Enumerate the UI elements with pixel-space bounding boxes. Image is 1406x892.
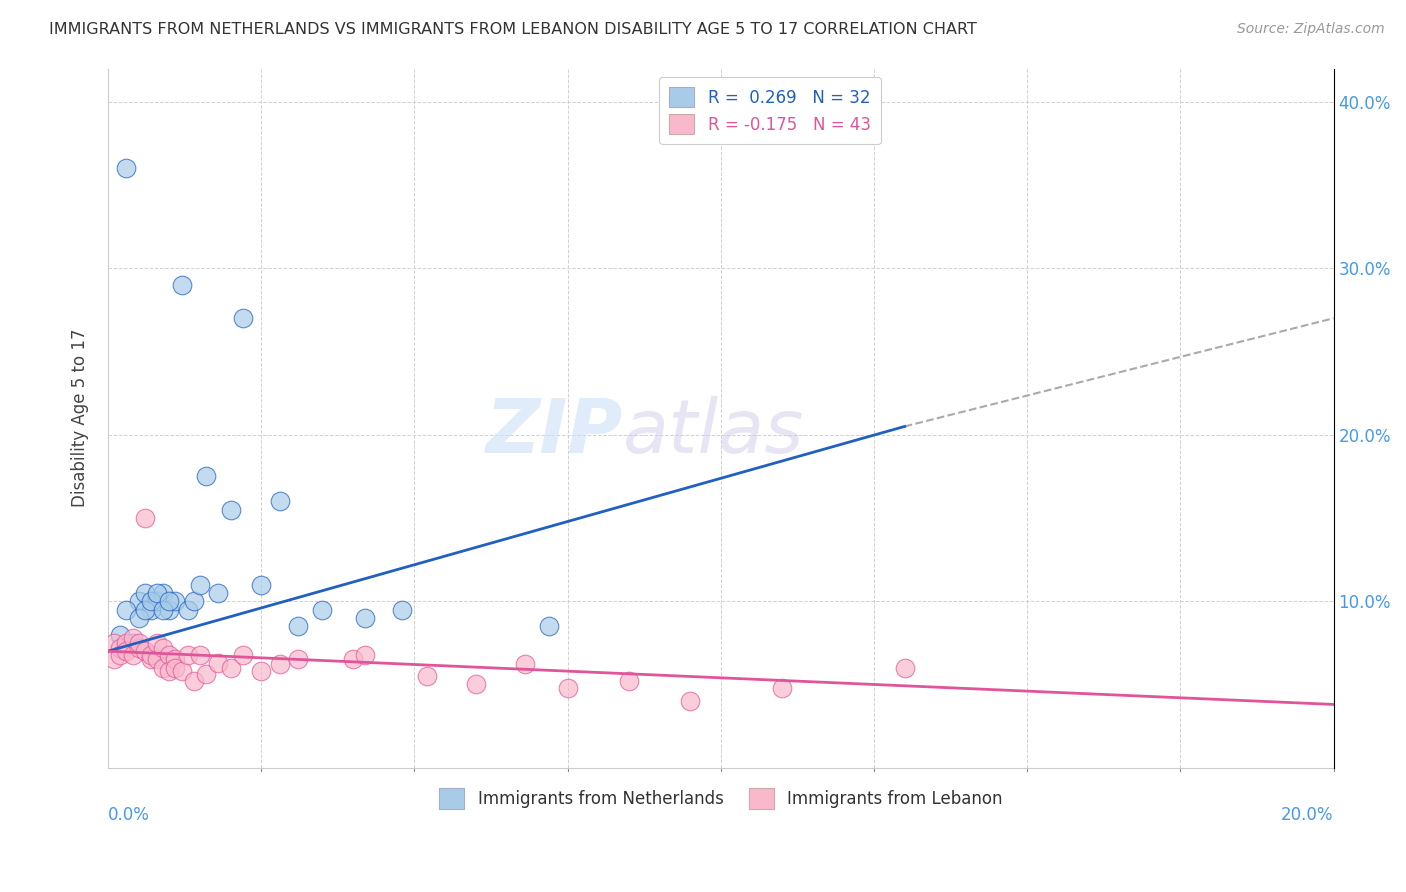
- Point: [139, 648, 162, 662]
- Point: [110, 640, 132, 655]
- Point: [110, 627, 132, 641]
- Point: [139, 652, 162, 666]
- Point: [770, 681, 793, 695]
- Point: [183, 594, 205, 608]
- Point: [188, 577, 211, 591]
- Point: [415, 669, 437, 683]
- Point: [391, 602, 413, 616]
- Point: [354, 648, 377, 662]
- Point: [134, 586, 156, 600]
- Point: [152, 640, 174, 655]
- Legend: Immigrants from Netherlands, Immigrants from Lebanon: Immigrants from Netherlands, Immigrants …: [433, 781, 1010, 815]
- Point: [134, 602, 156, 616]
- Text: 20.0%: 20.0%: [1281, 806, 1334, 824]
- Point: [354, 611, 377, 625]
- Point: [157, 648, 180, 662]
- Text: Source: ZipAtlas.com: Source: ZipAtlas.com: [1237, 22, 1385, 37]
- Point: [893, 661, 915, 675]
- Point: [157, 664, 180, 678]
- Point: [128, 594, 150, 608]
- Point: [128, 636, 150, 650]
- Point: [103, 652, 125, 666]
- Point: [121, 648, 143, 662]
- Point: [152, 586, 174, 600]
- Point: [152, 661, 174, 675]
- Point: [176, 648, 198, 662]
- Point: [139, 602, 162, 616]
- Point: [195, 469, 218, 483]
- Text: atlas: atlas: [623, 396, 804, 468]
- Point: [183, 674, 205, 689]
- Point: [269, 657, 291, 672]
- Point: [557, 681, 579, 695]
- Point: [269, 494, 291, 508]
- Point: [287, 619, 309, 633]
- Point: [232, 311, 254, 326]
- Point: [219, 661, 242, 675]
- Point: [146, 594, 169, 608]
- Point: [165, 652, 187, 666]
- Point: [152, 602, 174, 616]
- Point: [513, 657, 536, 672]
- Point: [134, 511, 156, 525]
- Point: [232, 648, 254, 662]
- Point: [146, 652, 169, 666]
- Point: [188, 648, 211, 662]
- Text: IMMIGRANTS FROM NETHERLANDS VS IMMIGRANTS FROM LEBANON DISABILITY AGE 5 TO 17 CO: IMMIGRANTS FROM NETHERLANDS VS IMMIGRANT…: [49, 22, 977, 37]
- Point: [157, 602, 180, 616]
- Point: [157, 594, 180, 608]
- Point: [207, 586, 229, 600]
- Point: [170, 277, 193, 292]
- Point: [146, 586, 169, 600]
- Text: 0.0%: 0.0%: [108, 806, 150, 824]
- Point: [134, 644, 156, 658]
- Point: [128, 611, 150, 625]
- Point: [115, 636, 138, 650]
- Text: ZIP: ZIP: [485, 395, 623, 468]
- Point: [146, 636, 169, 650]
- Point: [115, 644, 138, 658]
- Point: [195, 667, 218, 681]
- Point: [311, 602, 333, 616]
- Point: [250, 577, 273, 591]
- Point: [165, 661, 187, 675]
- Point: [207, 656, 229, 670]
- Point: [115, 602, 138, 616]
- Point: [287, 652, 309, 666]
- Point: [538, 619, 561, 633]
- Point: [250, 664, 273, 678]
- Point: [617, 674, 640, 689]
- Y-axis label: Disability Age 5 to 17: Disability Age 5 to 17: [72, 329, 89, 508]
- Point: [139, 594, 162, 608]
- Point: [170, 664, 193, 678]
- Point: [342, 652, 364, 666]
- Point: [219, 502, 242, 516]
- Point: [103, 636, 125, 650]
- Point: [115, 161, 138, 176]
- Point: [110, 648, 132, 662]
- Point: [128, 640, 150, 655]
- Point: [679, 694, 702, 708]
- Point: [165, 594, 187, 608]
- Point: [121, 631, 143, 645]
- Point: [176, 602, 198, 616]
- Point: [121, 636, 143, 650]
- Point: [464, 677, 486, 691]
